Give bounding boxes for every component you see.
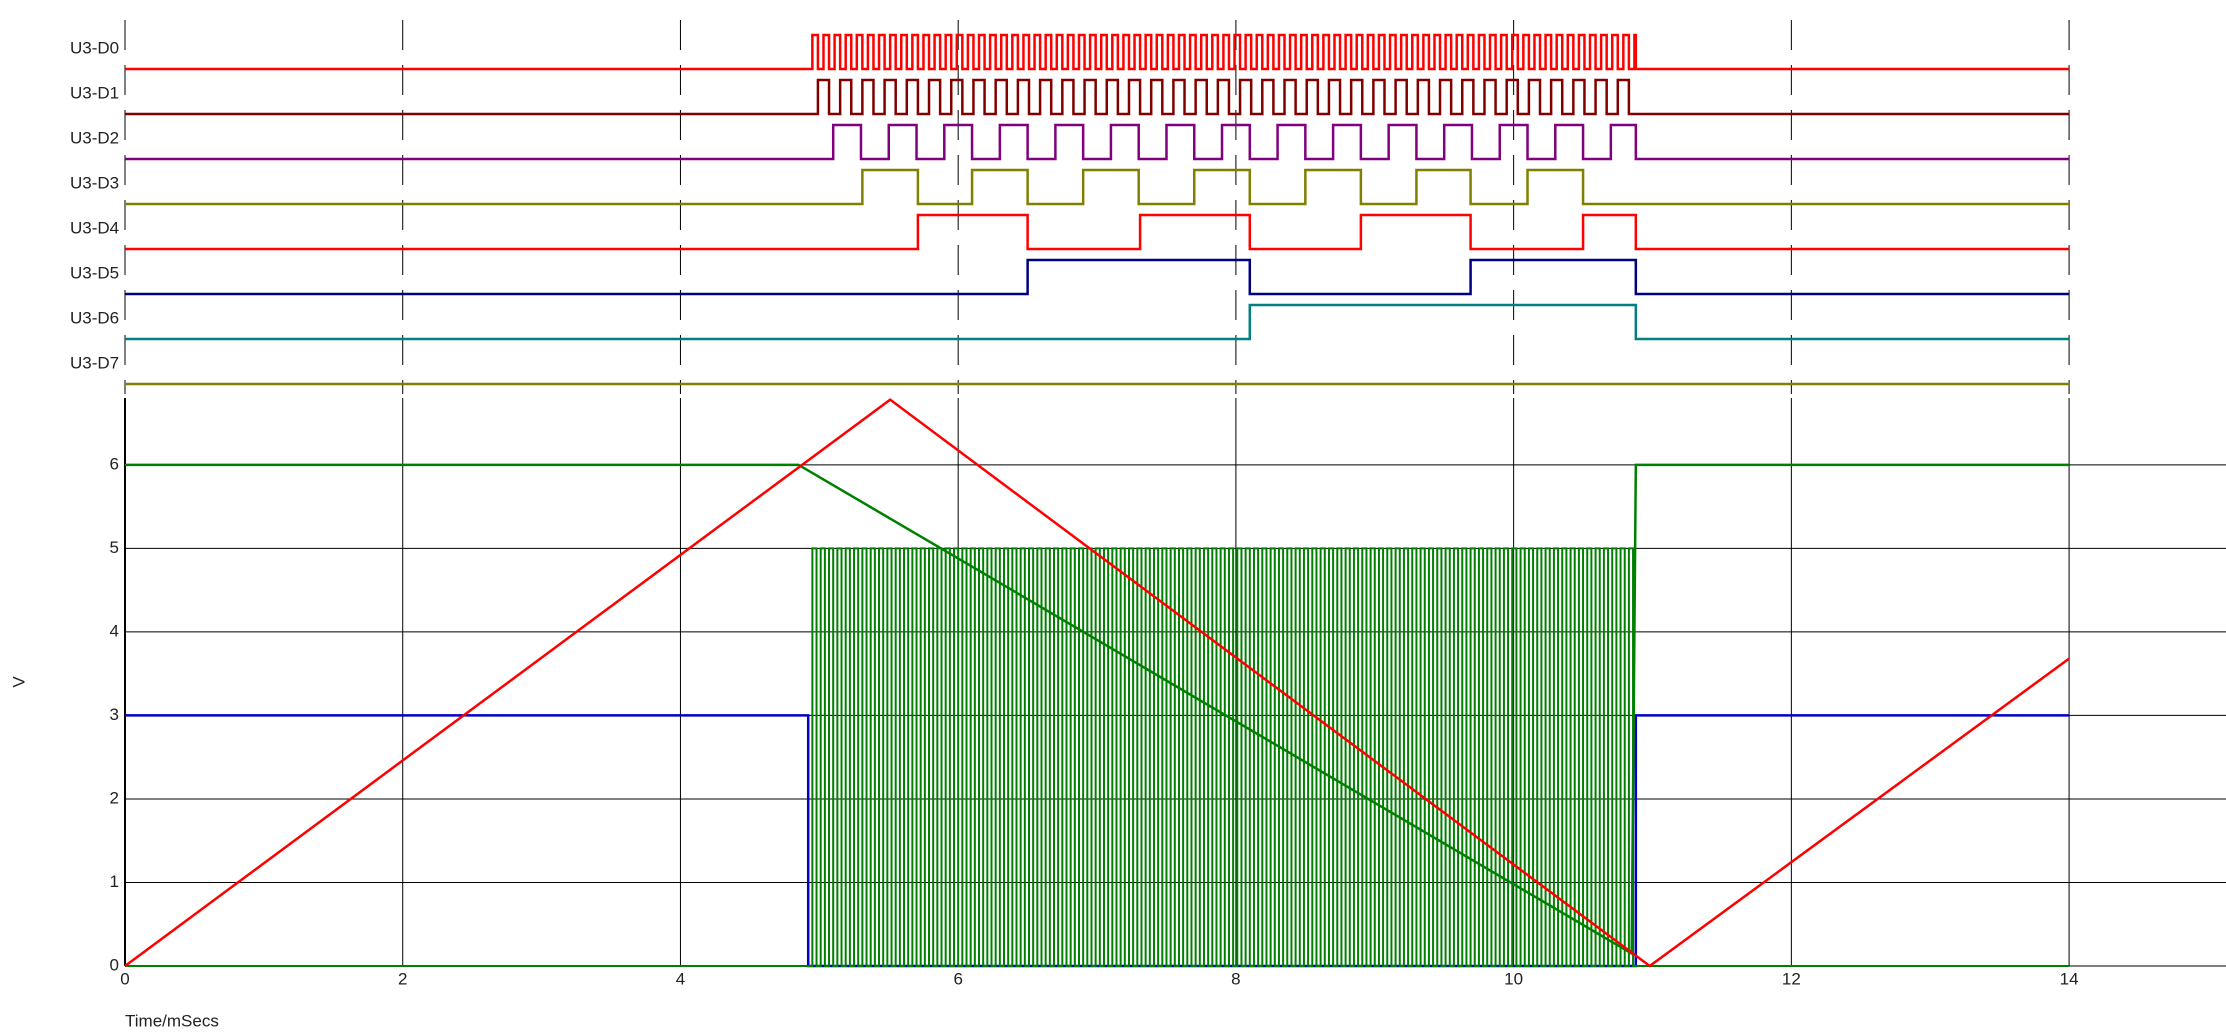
lane-label: U3-D1 bbox=[70, 83, 119, 102]
digital-trace bbox=[125, 213, 2070, 251]
lane-label: U3-D4 bbox=[70, 218, 119, 237]
y-axis-title: V bbox=[9, 676, 28, 688]
x-tick-label: 0 bbox=[120, 969, 129, 988]
x-tick-label: 2 bbox=[398, 969, 407, 988]
lane-label: U3-D3 bbox=[70, 173, 119, 192]
digital-trace bbox=[125, 258, 2070, 296]
digital-trace bbox=[125, 168, 2070, 206]
analog-trace bbox=[125, 714, 2070, 968]
pwm-trace bbox=[125, 547, 2070, 967]
y-tick-label: 2 bbox=[110, 788, 119, 807]
y-tick-label: 4 bbox=[110, 621, 119, 640]
x-tick-label: 8 bbox=[1231, 969, 1240, 988]
y-tick-label: 3 bbox=[110, 705, 119, 724]
x-axis-title: Time/mSecs bbox=[125, 1011, 219, 1030]
y-tick-label: 0 bbox=[110, 955, 119, 974]
digital-trace bbox=[125, 33, 2070, 71]
digital-trace bbox=[125, 123, 2070, 161]
y-tick-label: 5 bbox=[110, 538, 119, 557]
x-tick-label: 6 bbox=[953, 969, 962, 988]
lane-label: U3-D0 bbox=[70, 38, 119, 57]
x-tick-label: 14 bbox=[2060, 969, 2079, 988]
x-tick-label: 4 bbox=[676, 969, 685, 988]
analog-trace bbox=[124, 398, 2070, 968]
lane-label: U3-D2 bbox=[70, 128, 119, 147]
y-tick-label: 1 bbox=[110, 872, 119, 891]
analog-trace bbox=[125, 463, 2070, 956]
lane-label: U3-D6 bbox=[70, 308, 119, 327]
digital-trace bbox=[125, 78, 2070, 116]
x-tick-label: 12 bbox=[1782, 969, 1801, 988]
lane-label: U3-D7 bbox=[70, 353, 119, 372]
digital-trace bbox=[125, 303, 2070, 341]
y-tick-label: 6 bbox=[110, 454, 119, 473]
lane-label: U3-D5 bbox=[70, 263, 119, 282]
x-tick-label: 10 bbox=[1504, 969, 1523, 988]
